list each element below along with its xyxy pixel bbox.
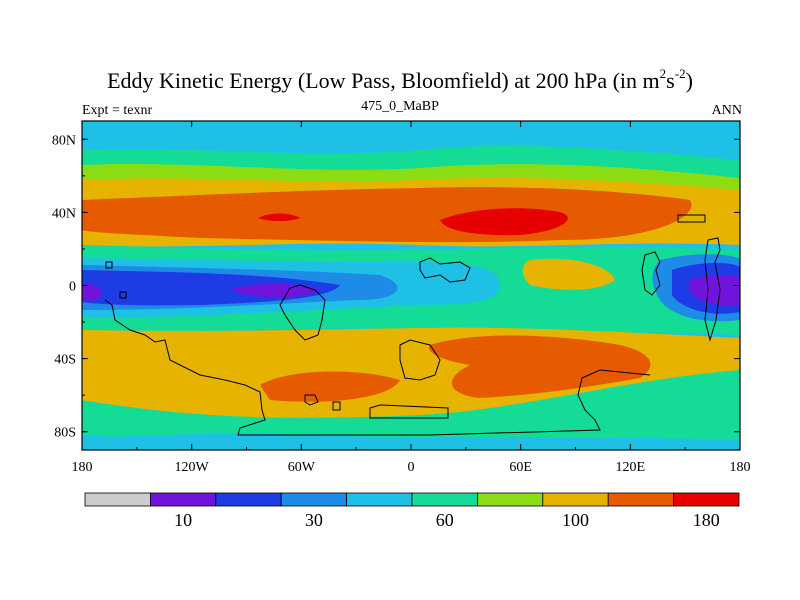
colorbar-swatch: [346, 492, 413, 507]
tropical-min-dateline: [82, 283, 102, 301]
experiment-label: Expt = texnr: [82, 103, 153, 118]
colorbar: 10 30 60 100 180: [84, 492, 740, 530]
colorbar-swatch: [673, 492, 740, 507]
coastline-east-1: [641, 251, 661, 296]
colorbar-label: 180: [693, 510, 720, 530]
nh-jet-core: [440, 208, 568, 236]
plot-title: Eddy Kinetic Energy (Low Pass, Bloomfiel…: [107, 66, 693, 93]
coastline-west: [104, 261, 651, 436]
x-tick-label: 180: [72, 460, 93, 475]
coastline-east-2: [704, 237, 721, 342]
y-tick-label: 80N: [52, 133, 76, 148]
coastline-africa-north: [419, 257, 471, 283]
colorbar-label: 60: [436, 510, 454, 530]
y-tick-label: 80S: [54, 426, 76, 441]
colorbar-swatch: [476, 492, 544, 507]
contour-field: [82, 121, 740, 450]
x-tick-label: 60E: [509, 460, 532, 475]
tick-marks: [81, 121, 741, 450]
x-tick-label: 180: [730, 460, 751, 475]
colorbar-swatch: [84, 492, 151, 507]
case-label: 475_0_MaBP: [361, 99, 439, 114]
coastlines: [104, 214, 721, 436]
colorbar-swatch: [411, 492, 478, 507]
x-tick-label: 60W: [288, 460, 316, 475]
tick-labels: 180 120W 60W 0 60E 120E 180 80N 40N 0 40S 80S: [52, 133, 751, 475]
x-tick-label: 120W: [175, 460, 210, 475]
colorbar-swatch: [607, 492, 675, 507]
coastline-islands: [304, 394, 341, 411]
coastline-africa-south: [399, 339, 441, 381]
colorbar-label: 100: [562, 510, 589, 530]
tropical-yellow-east: [522, 258, 615, 290]
nh-jet-core-west: [258, 213, 300, 221]
tropical-min-west: [230, 284, 320, 298]
colorbar-swatch: [542, 492, 609, 507]
y-tick-label: 0: [69, 280, 76, 295]
tropical-min-east: [690, 274, 740, 306]
coastline-americas: [279, 284, 326, 341]
y-tick-label: 40N: [52, 206, 76, 221]
colorbar-swatch: [280, 492, 348, 507]
coastline-antarctic-west: [369, 404, 449, 419]
season-label: ANN: [711, 103, 742, 118]
x-tick-label: 0: [408, 460, 415, 475]
colorbar-swatch: [149, 492, 217, 507]
coastline-nh-east: [677, 214, 706, 223]
colorbar-label: 30: [305, 510, 323, 530]
sh-jet-orange-east: [429, 335, 651, 398]
x-tick-label: 120E: [616, 460, 646, 475]
y-tick-label: 40S: [54, 353, 76, 368]
sh-jet-orange-west: [260, 371, 400, 402]
colorbar-swatch: [215, 492, 282, 507]
colorbar-label: 10: [174, 510, 192, 530]
